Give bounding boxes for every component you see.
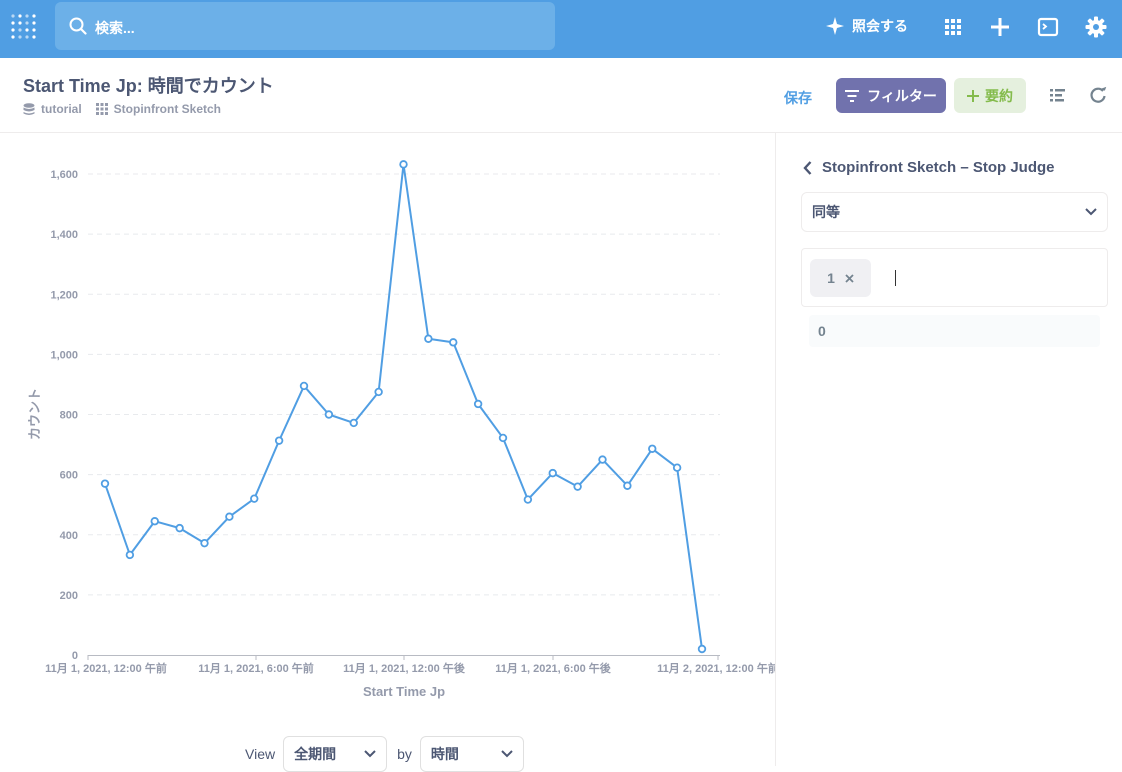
x-tick-label: 11月 2, 2021, 12:00 午前 — [657, 661, 775, 675]
data-point — [473, 399, 483, 409]
filter-button-label: フィルター — [867, 87, 937, 104]
question-header: Start Time Jp: 時間でカウント tutorial Stopinfr… — [0, 58, 1122, 133]
breadcrumb-database-label: tutorial — [41, 102, 82, 116]
suggestion-item[interactable]: 0 — [809, 315, 1100, 347]
view-controls: View 全期間 by 時間 — [245, 736, 524, 772]
close-icon[interactable] — [845, 273, 854, 283]
suggestion-label: 0 — [818, 323, 826, 339]
metabase-logo[interactable] — [10, 12, 38, 42]
breadcrumb-table[interactable]: Stopinfront Sketch — [95, 102, 222, 116]
x-tick-label: 11月 1, 2021, 6:00 午前 — [198, 661, 314, 675]
breadcrumb-table-label: Stopinfront Sketch — [113, 102, 222, 116]
data-point — [225, 512, 234, 521]
data-point — [623, 481, 632, 490]
chevron-down-icon — [364, 750, 376, 758]
database-icon — [23, 102, 35, 115]
list-view-icon[interactable] — [1049, 86, 1067, 104]
chevron-left-icon — [803, 160, 812, 175]
chart-area: 0 200 400 600 800 1,000 1,200 1,400 1,600 11月 1, … — [0, 133, 776, 772]
x-tick-label: 11月 1, 2021, 12:00 午前 — [45, 661, 167, 675]
search-input[interactable]: 検索... — [55, 2, 555, 50]
operator-select[interactable]: 同等 — [801, 192, 1108, 232]
x-tick-label: 11月 1, 2021, 6:00 午後 — [495, 661, 612, 675]
filter-value-input[interactable]: 1 — [801, 248, 1108, 307]
back-to-column-button[interactable]: Stopinfront Sketch – Stop Judge — [803, 159, 1055, 176]
data-point — [125, 550, 135, 560]
gear-icon[interactable] — [1085, 16, 1107, 38]
time-unit-select[interactable]: 時間 — [419, 736, 524, 772]
data-point — [324, 410, 334, 419]
data-point — [424, 334, 433, 343]
search-placeholder: 検索... — [95, 20, 135, 36]
data-point — [573, 482, 582, 491]
y-tick-label: 1,200 — [50, 289, 78, 301]
text-caret — [895, 270, 896, 286]
data-point — [374, 387, 383, 397]
y-tick-label: 600 — [60, 470, 78, 482]
data-point — [648, 444, 657, 453]
y-tick-label: 1,600 — [50, 169, 78, 181]
plus-icon — [967, 89, 979, 102]
filter-icon — [845, 89, 860, 102]
save-button[interactable]: 保存 — [784, 90, 812, 106]
operator-select-value: 同等 — [812, 204, 840, 220]
value-chip-label: 1 — [827, 270, 835, 286]
y-axis-title: カウント — [28, 388, 43, 440]
x-tick-label: 11月 1, 2021, 12:00 午後 — [343, 661, 466, 675]
sql-editor-icon[interactable] — [1037, 16, 1059, 38]
data-point — [548, 468, 557, 478]
top-nav-bar: 検索... 照会する — [0, 0, 1122, 58]
value-chip: 1 — [810, 259, 871, 297]
chevron-down-icon — [501, 750, 513, 758]
data-point — [523, 495, 533, 504]
breadcrumb-database[interactable]: tutorial — [23, 102, 82, 116]
series-line — [104, 163, 703, 650]
data-point — [100, 479, 110, 488]
data-point — [274, 436, 284, 445]
table-icon — [95, 103, 108, 115]
summarize-button[interactable]: 要約 — [954, 78, 1026, 113]
period-select-value: 全期間 — [294, 746, 337, 762]
time-unit-select-value: 時間 — [430, 746, 459, 762]
question-title: Start Time Jp: 時間でカウント — [23, 76, 274, 96]
y-tick-label: 800 — [60, 410, 78, 422]
period-select[interactable]: 全期間 — [283, 736, 388, 772]
refresh-icon[interactable] — [1089, 86, 1107, 104]
filter-sidebar: Stopinfront Sketch – Stop Judge 同等 1 0 — [777, 133, 1122, 766]
data-point — [299, 381, 309, 391]
by-label: by — [397, 746, 412, 762]
x-axis-title: Start Time Jp — [363, 684, 445, 699]
data-point — [200, 538, 209, 548]
y-tick-label: 200 — [60, 590, 78, 602]
data-point — [672, 463, 682, 472]
grid-icon[interactable] — [942, 16, 964, 38]
data-point — [598, 455, 607, 464]
filter-button[interactable]: フィルター — [836, 78, 946, 113]
plus-icon[interactable] — [989, 16, 1011, 38]
ask-question-label: 照会する — [852, 18, 908, 34]
y-tick-label: 400 — [60, 530, 78, 542]
y-tick-label: 1,400 — [50, 229, 78, 241]
y-tick-label: 1,000 — [50, 349, 78, 361]
data-point — [697, 644, 707, 654]
search-icon — [69, 17, 87, 35]
data-point — [498, 433, 508, 443]
data-point — [250, 494, 259, 503]
ask-question-button[interactable]: 照会する — [826, 16, 908, 36]
sparkle-icon — [826, 17, 844, 35]
y-tick-label: 0 — [72, 650, 78, 662]
data-point — [150, 517, 159, 526]
data-point — [399, 160, 408, 169]
line-chart[interactable]: 0 200 400 600 800 1,000 1,200 1,400 1,600 11月 1, … — [0, 133, 775, 733]
data-point — [449, 338, 458, 347]
chevron-down-icon — [1085, 208, 1097, 216]
data-point — [175, 523, 184, 533]
view-label: View — [245, 746, 276, 762]
breadcrumb: tutorial Stopinfront Sketch — [23, 102, 221, 116]
summarize-button-label: 要約 — [985, 87, 1013, 104]
filter-column-label: Stopinfront Sketch – Stop Judge — [822, 159, 1055, 176]
data-point — [349, 418, 358, 428]
